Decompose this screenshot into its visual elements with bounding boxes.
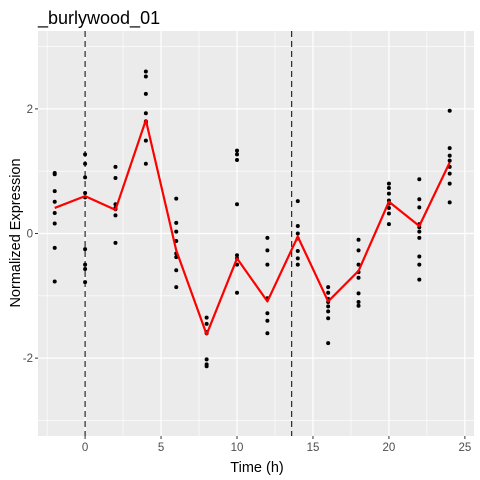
data-point bbox=[357, 276, 361, 280]
chart-title: _burlywood_01 bbox=[37, 8, 160, 29]
data-point bbox=[113, 176, 117, 180]
data-point bbox=[417, 177, 421, 181]
x-tick-label: 10 bbox=[231, 442, 244, 454]
data-point bbox=[357, 300, 361, 304]
data-point bbox=[113, 213, 117, 217]
data-point bbox=[296, 263, 300, 267]
data-point bbox=[205, 364, 209, 368]
data-point bbox=[265, 311, 269, 315]
data-point bbox=[83, 247, 87, 251]
data-point bbox=[53, 246, 57, 250]
data-point bbox=[326, 316, 330, 320]
data-point bbox=[417, 236, 421, 240]
data-point bbox=[53, 189, 57, 193]
x-tick-label: 20 bbox=[383, 442, 396, 454]
data-point bbox=[448, 172, 452, 176]
data-point bbox=[53, 172, 57, 176]
data-point bbox=[417, 205, 421, 209]
data-point bbox=[448, 146, 452, 150]
data-point bbox=[205, 322, 209, 326]
data-point bbox=[235, 291, 239, 295]
data-point bbox=[357, 248, 361, 252]
data-point bbox=[53, 200, 57, 204]
data-point bbox=[53, 222, 57, 226]
data-point bbox=[387, 182, 391, 186]
data-point bbox=[296, 199, 300, 203]
data-point bbox=[205, 357, 209, 361]
data-point bbox=[296, 224, 300, 228]
y-axis-title: Normalized Expression bbox=[8, 158, 24, 307]
x-tick-label: 5 bbox=[158, 442, 164, 454]
data-point bbox=[53, 211, 57, 215]
data-point bbox=[235, 152, 239, 156]
data-point bbox=[113, 241, 117, 245]
data-point bbox=[357, 238, 361, 242]
data-point bbox=[296, 232, 300, 236]
data-point bbox=[205, 316, 209, 320]
data-point bbox=[357, 291, 361, 295]
x-tick-label: 15 bbox=[307, 442, 320, 454]
data-point bbox=[326, 309, 330, 313]
y-tick-label: -2 bbox=[23, 353, 33, 365]
data-point bbox=[235, 202, 239, 206]
data-point bbox=[326, 285, 330, 289]
data-point bbox=[83, 280, 87, 284]
data-point bbox=[144, 111, 148, 115]
data-point bbox=[417, 255, 421, 259]
data-point bbox=[83, 263, 87, 267]
data-point bbox=[265, 236, 269, 240]
data-point bbox=[265, 248, 269, 252]
data-point bbox=[265, 319, 269, 323]
data-point bbox=[417, 230, 421, 234]
data-point bbox=[387, 212, 391, 216]
data-point bbox=[174, 230, 178, 234]
data-point bbox=[448, 109, 452, 113]
y-tick-label: 0 bbox=[27, 229, 33, 241]
data-point bbox=[83, 191, 87, 195]
data-point bbox=[83, 175, 87, 179]
data-point bbox=[387, 222, 391, 226]
data-point bbox=[265, 263, 269, 267]
data-point bbox=[448, 154, 452, 158]
data-point bbox=[144, 162, 148, 166]
data-point bbox=[296, 249, 300, 253]
data-point bbox=[235, 149, 239, 153]
data-point bbox=[448, 200, 452, 204]
y-tick-label: 2 bbox=[27, 104, 33, 116]
data-point bbox=[53, 279, 57, 283]
data-point bbox=[174, 285, 178, 289]
data-point bbox=[448, 182, 452, 186]
data-point bbox=[144, 74, 148, 78]
data-point bbox=[296, 256, 300, 260]
data-point bbox=[387, 186, 391, 190]
data-point bbox=[144, 92, 148, 96]
x-axis-title: Time (h) bbox=[230, 460, 283, 476]
data-point bbox=[448, 159, 452, 163]
x-tick-label: 0 bbox=[82, 442, 88, 454]
data-point bbox=[417, 197, 421, 201]
data-point bbox=[387, 192, 391, 196]
data-point bbox=[144, 70, 148, 74]
data-point bbox=[113, 165, 117, 169]
data-point bbox=[83, 162, 87, 166]
data-point bbox=[83, 267, 87, 271]
data-point bbox=[265, 331, 269, 335]
data-point bbox=[144, 139, 148, 143]
x-tick-label: 25 bbox=[458, 442, 471, 454]
data-point bbox=[417, 263, 421, 267]
data-point bbox=[357, 304, 361, 308]
data-point bbox=[174, 268, 178, 272]
data-point bbox=[235, 158, 239, 162]
data-point bbox=[326, 291, 330, 295]
data-point bbox=[326, 341, 330, 345]
data-point bbox=[417, 278, 421, 282]
data-point bbox=[174, 221, 178, 225]
data-point bbox=[83, 152, 87, 156]
data-point bbox=[174, 197, 178, 201]
data-point bbox=[326, 304, 330, 308]
